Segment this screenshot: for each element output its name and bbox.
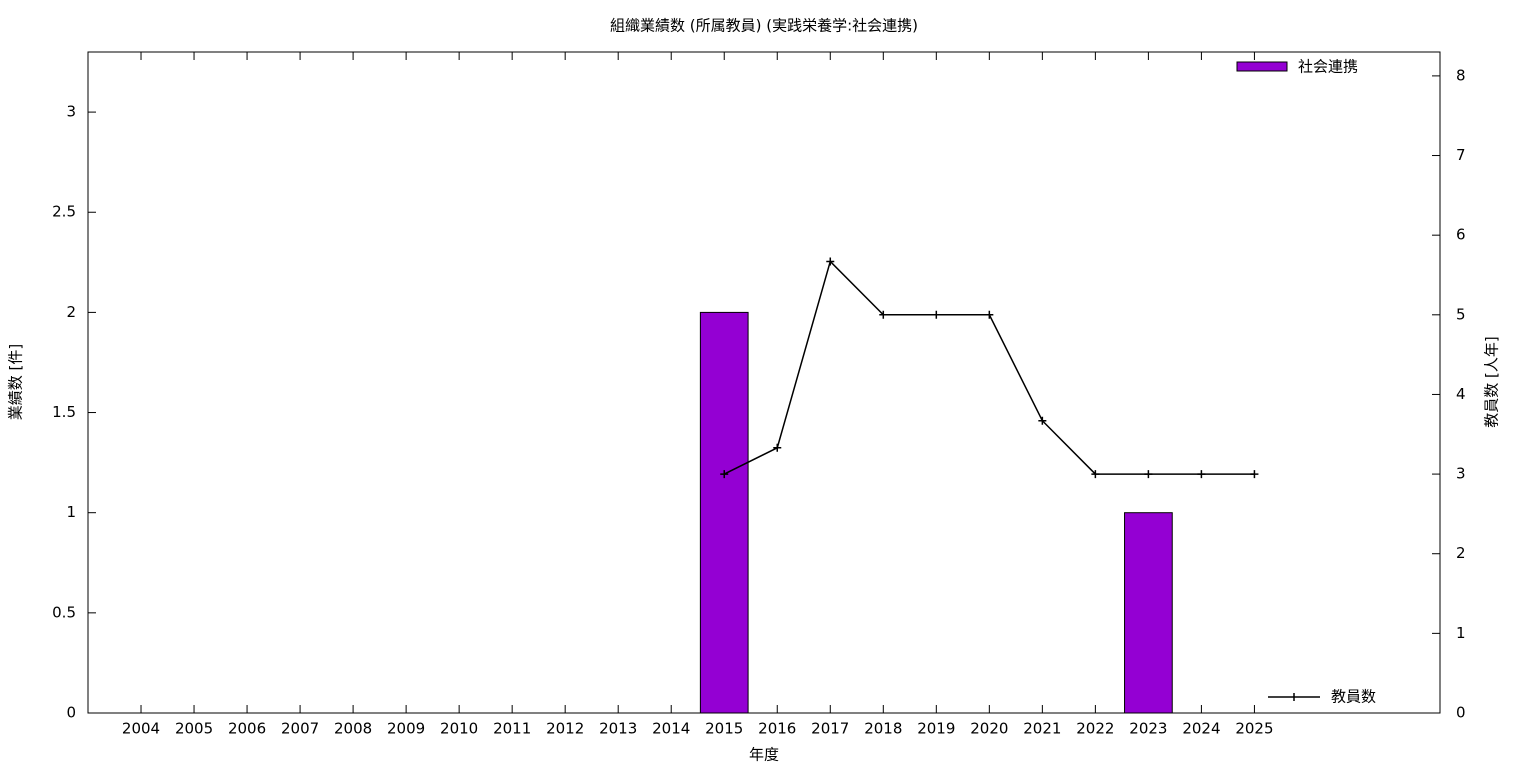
legend-label: 社会連携 (1298, 58, 1358, 76)
legend-label: 教員数 (1331, 688, 1376, 706)
y-tick-label: 1 (66, 503, 76, 521)
y-axis-label: 業績数 [件] (7, 344, 25, 420)
point (826, 257, 835, 266)
y-tick-label: 0 (66, 704, 76, 722)
point (932, 310, 941, 319)
x-tick-label: 2017 (811, 720, 849, 738)
y2-tick-label: 3 (1456, 465, 1466, 483)
x-tick-label: 2005 (175, 720, 213, 738)
x-tick-label: 2011 (493, 720, 531, 738)
x-tick-label: 2023 (1129, 720, 1167, 738)
y2-tick-label: 7 (1456, 146, 1466, 164)
legend-swatch (1236, 61, 1288, 72)
bar (1124, 512, 1173, 714)
y2-axis-label: 教員数 [人年] (1483, 336, 1501, 427)
point (720, 470, 729, 479)
point (1144, 470, 1153, 479)
point (1197, 470, 1206, 479)
line (723, 260, 1255, 475)
x-tick-label: 2018 (864, 720, 902, 738)
x-tick-label: 2016 (758, 720, 796, 738)
point (879, 310, 888, 319)
x-tick-label: 2007 (281, 720, 319, 738)
x-tick-label: 2004 (122, 720, 160, 738)
x-tick-label: 2025 (1235, 720, 1273, 738)
x-tick-label: 2019 (917, 720, 955, 738)
legend-swatch (1268, 693, 1320, 701)
y2-tick-label: 2 (1456, 544, 1466, 562)
y-tick-label: 3 (66, 103, 76, 121)
x-tick-label: 2024 (1182, 720, 1220, 738)
x-tick-label: 2022 (1076, 720, 1114, 738)
point (1038, 416, 1047, 425)
y2-tick-label: 5 (1456, 305, 1466, 323)
x-tick-label: 2012 (546, 720, 584, 738)
chart-title: 組織業績数 (所属教員) (実践栄養学:社会連携) (610, 17, 918, 35)
x-tick-label: 2008 (334, 720, 372, 738)
y-tick-label: 2 (66, 303, 76, 321)
x-tick-label: 2015 (705, 720, 743, 738)
x-tick-label: 2013 (599, 720, 637, 738)
x-tick-label: 2006 (228, 720, 266, 738)
x-tick-label: 2010 (440, 720, 478, 738)
bar (699, 311, 749, 714)
point (985, 310, 994, 319)
y2-tick-label: 4 (1456, 385, 1466, 403)
y-tick-label: 2.5 (52, 203, 76, 221)
y2-tick-label: 8 (1456, 66, 1466, 84)
y-tick-label: 0.5 (52, 603, 76, 621)
plot-frame (87, 51, 1441, 714)
y2-tick-label: 1 (1456, 624, 1466, 642)
x-tick-label: 2009 (387, 720, 425, 738)
point (1091, 470, 1100, 479)
x-tick-label: 2021 (1023, 720, 1061, 738)
point (773, 443, 782, 452)
x-tick-label: 2014 (652, 720, 690, 738)
x-axis-label: 年度 (749, 746, 779, 764)
point (1250, 470, 1259, 479)
y-tick-label: 1.5 (52, 403, 76, 421)
y2-tick-label: 6 (1456, 226, 1466, 244)
x-tick-label: 2020 (970, 720, 1008, 738)
y2-tick-label: 0 (1456, 704, 1466, 722)
